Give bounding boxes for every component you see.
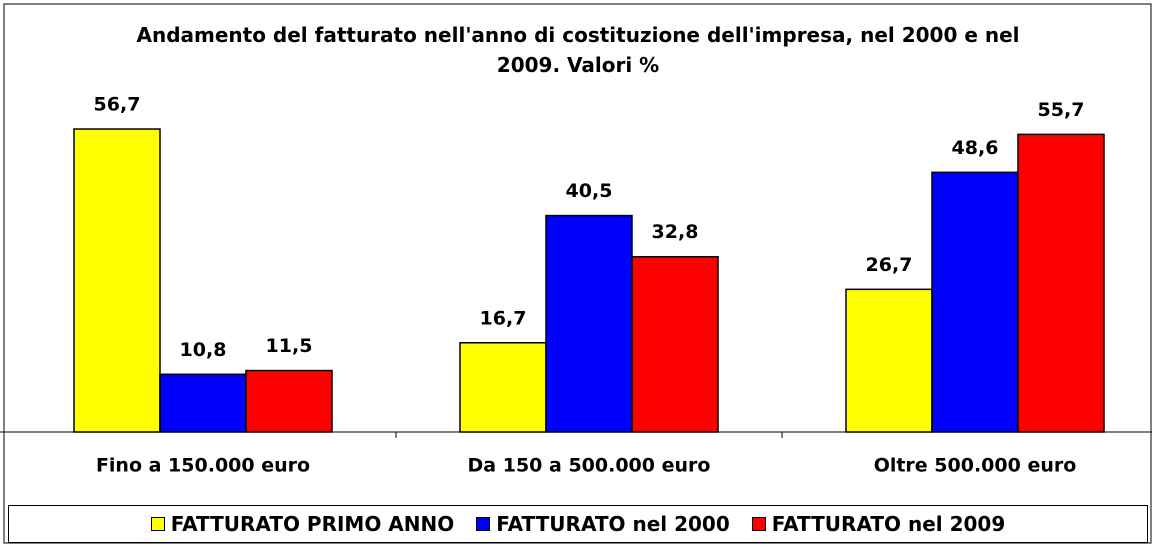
legend-swatch: [476, 517, 491, 531]
legend: FATTURATO PRIMO ANNO FATTURATO nel 2000 FA…: [8, 505, 1148, 543]
bar: [1017, 133, 1105, 433]
bar: [545, 214, 633, 433]
value-label: 55,7: [1038, 99, 1085, 121]
x-tick-label: Da 150 a 500.000 euro: [468, 455, 711, 477]
legend-label: FATTURATO PRIMO ANNO: [170, 512, 455, 536]
bar: [245, 369, 333, 433]
value-label: 10,8: [180, 339, 227, 361]
legend-swatch: [150, 517, 165, 531]
legend-item: FATTURATO nel 2009: [751, 512, 1006, 536]
value-label: 32,8: [652, 221, 699, 243]
bar: [845, 288, 933, 433]
bar: [159, 373, 247, 433]
legend-swatch: [751, 517, 766, 531]
value-label: 26,7: [866, 254, 913, 276]
x-tick-label: Fino a 150.000 euro: [96, 455, 310, 477]
legend-label: FATTURATO nel 2009: [771, 512, 1006, 536]
value-label: 56,7: [94, 94, 141, 116]
value-label: 48,6: [952, 137, 999, 159]
legend-item: FATTURATO PRIMO ANNO: [150, 512, 455, 536]
bar: [459, 342, 547, 433]
bar: [931, 171, 1019, 433]
value-label: 11,5: [266, 335, 313, 357]
legend-item: FATTURATO nel 2000: [476, 512, 730, 536]
value-label: 40,5: [566, 180, 613, 202]
frame: [3, 3, 1152, 544]
chart-title: Andamento del fatturato nell'anno di cos…: [136, 23, 1020, 77]
bar: [73, 128, 161, 433]
legend-label: FATTURATO nel 2000: [496, 512, 730, 536]
x-tick-label: Oltre 500.000 euro: [874, 455, 1077, 477]
bar: [631, 255, 719, 433]
value-label: 16,7: [480, 307, 527, 329]
